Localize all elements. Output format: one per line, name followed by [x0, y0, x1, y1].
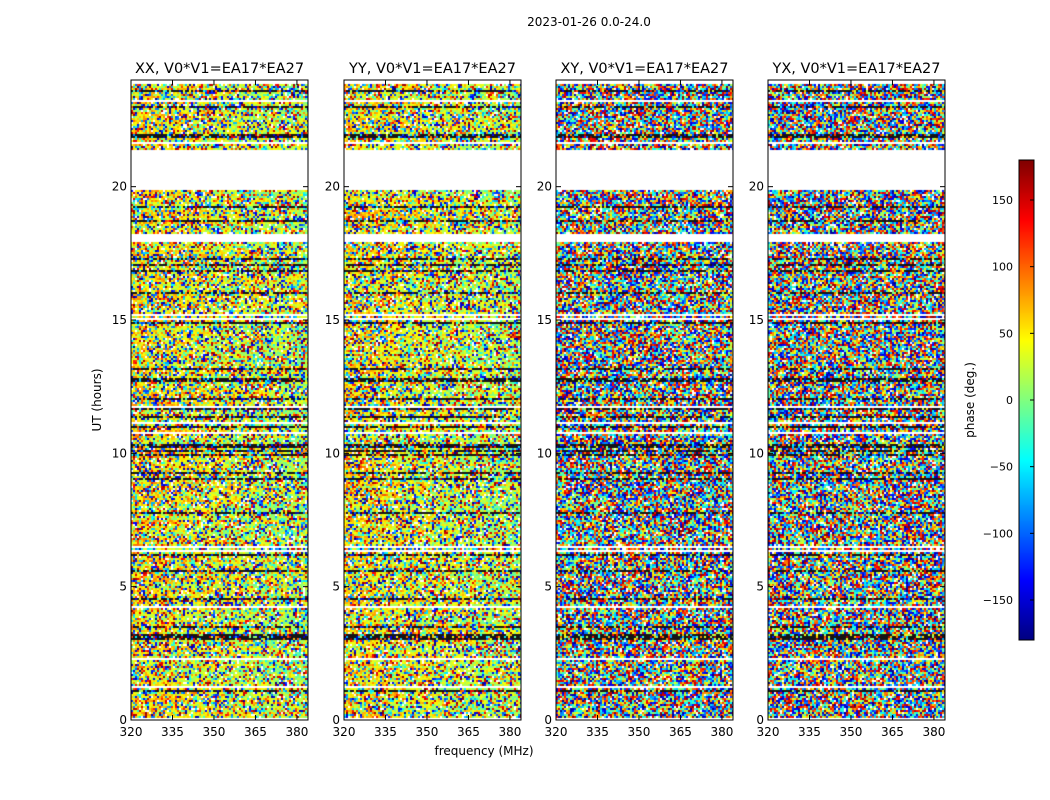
x-tick-label: 365: [244, 725, 267, 739]
heatmap-xy: [556, 80, 733, 720]
y-tick-label: 10: [112, 446, 127, 460]
y-tick-label: 5: [756, 580, 764, 594]
colorbar-gradient: [1019, 160, 1034, 640]
panel-title: XX, V0*V1=EA17*EA27: [135, 61, 304, 77]
colorbar: 150 100 50 0 −50 −100 −150: [983, 159, 1035, 641]
colorbar-tick-label: 0: [1006, 394, 1013, 407]
x-tick-label: 320: [333, 725, 356, 739]
plot-frame: [343, 79, 522, 721]
x-tick-label: 350: [628, 725, 651, 739]
x-tick-label: 335: [374, 725, 397, 739]
colorbar-tick-label: −150: [983, 594, 1013, 607]
colorbar-tick-label: 150: [992, 194, 1013, 207]
y-tick-label: 5: [332, 580, 340, 594]
y-tick-label: 5: [544, 580, 552, 594]
panel-xx: XX, V0*V1=EA17*EA27 320 335 350 365 380 0 5 10 15…: [112, 61, 309, 739]
y-tick-label: 15: [749, 313, 764, 327]
y-tick-label: 10: [325, 446, 340, 460]
figure-title: 2023-01-26 0.0-24.0: [527, 15, 651, 29]
y-tick-label: 20: [325, 180, 340, 194]
x-tick-label: 365: [881, 725, 904, 739]
panel-xy: XY, V0*V1=EA17*EA27 320 335 350 365 380 0 5 10 15…: [537, 61, 734, 739]
panel-yy: YY, V0*V1=EA17*EA27 320 335 350 365 380 0 5 10 15…: [325, 61, 522, 739]
x-tick-label: 320: [545, 725, 568, 739]
x-tick-label: 380: [922, 725, 945, 739]
panel-title: YX, V0*V1=EA17*EA27: [771, 61, 940, 77]
colorbar-tick-label: −50: [990, 461, 1013, 474]
panel-title: YY, V0*V1=EA17*EA27: [348, 61, 516, 77]
y-tick-label: 10: [537, 446, 552, 460]
x-tick-label: 380: [498, 725, 521, 739]
x-tick-label: 365: [457, 725, 480, 739]
y-tick-label: 20: [112, 180, 127, 194]
y-tick-label: 0: [119, 713, 127, 727]
heatmap-yx: [768, 80, 945, 720]
x-tick-label: 335: [586, 725, 609, 739]
colorbar-tick-label: −100: [983, 527, 1013, 540]
y-tick-label: 0: [756, 713, 764, 727]
x-tick-label: 350: [203, 725, 226, 739]
x-tick-label: 380: [710, 725, 733, 739]
y-tick-label: 20: [749, 180, 764, 194]
x-tick-label: 320: [757, 725, 780, 739]
heatmap-yy: [344, 80, 521, 720]
x-tick-label: 350: [416, 725, 439, 739]
plot-frame: [555, 79, 734, 721]
x-tick-label: 365: [669, 725, 692, 739]
x-tick-label: 320: [120, 725, 143, 739]
y-tick-label: 5: [119, 580, 127, 594]
x-tick-label: 335: [798, 725, 821, 739]
y-axis-label: UT (hours): [90, 368, 104, 431]
panels: XX, V0*V1=EA17*EA27 320 335 350 365 380 0 5 10 15…: [112, 61, 946, 739]
y-tick-label: 0: [332, 713, 340, 727]
y-tick-label: 0: [544, 713, 552, 727]
x-tick-label: 380: [285, 725, 308, 739]
x-tick-label: 335: [161, 725, 184, 739]
panel-title: XY, V0*V1=EA17*EA27: [560, 61, 728, 77]
y-tick-label: 15: [112, 313, 127, 327]
y-tick-label: 10: [749, 446, 764, 460]
heatmap-xx: [131, 80, 308, 720]
y-tick-label: 15: [325, 313, 340, 327]
colorbar-tick-label: 100: [992, 261, 1013, 274]
x-axis-label: frequency (MHz): [434, 744, 533, 758]
colorbar-label: phase (deg.): [963, 362, 977, 438]
y-tick-label: 20: [537, 180, 552, 194]
y-tick-label: 15: [537, 313, 552, 327]
plot-frame: [130, 79, 309, 721]
colorbar-tick-label: 50: [999, 327, 1013, 340]
plot-frame: [767, 79, 946, 721]
panel-yx: YX, V0*V1=EA17*EA27 320 335 350 365 380 0 5 10 15…: [749, 61, 946, 739]
x-tick-label: 350: [840, 725, 863, 739]
